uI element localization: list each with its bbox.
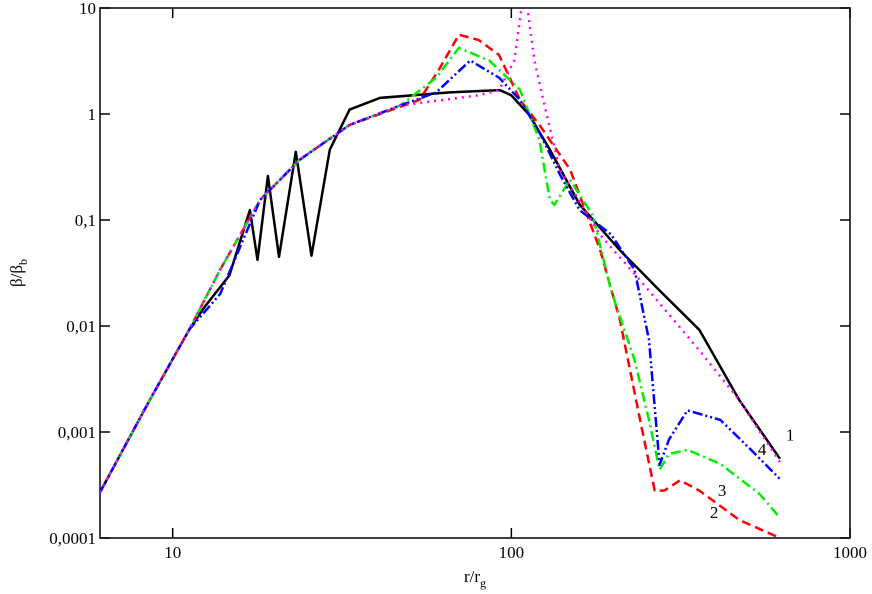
y-tick-label: 10: [79, 0, 96, 18]
x-axis-label: r/rg: [464, 567, 486, 590]
y-label-main: β/β: [7, 265, 26, 287]
x-tick-label: 1000: [833, 543, 867, 562]
series-line: [100, 59, 781, 493]
x-label-main: r/r: [464, 567, 480, 586]
series-line: [100, 88, 781, 493]
series-label: 3: [718, 481, 727, 500]
x-tick-label: 100: [499, 543, 525, 562]
y-tick-label: 1: [88, 105, 97, 124]
series-label: 2: [710, 503, 719, 522]
y-tick-label: 0,001: [58, 423, 96, 442]
lines: [100, 8, 781, 538]
y-axis-label: β/βb: [7, 259, 30, 287]
plot-frame: [99, 7, 851, 539]
series-line: [100, 46, 781, 519]
series-label: 1: [786, 426, 795, 445]
y-tick-label: 0,0001: [49, 529, 96, 548]
series-label: 4: [758, 440, 767, 459]
y-label-sub: b: [16, 259, 30, 265]
x-tick-label: 10: [164, 543, 181, 562]
y-tick-label: 0,01: [66, 317, 96, 336]
series-line: [100, 8, 781, 493]
x-label-sub: g: [480, 576, 486, 590]
series-line: [100, 33, 781, 538]
y-tick-label: 0,1: [75, 211, 96, 230]
